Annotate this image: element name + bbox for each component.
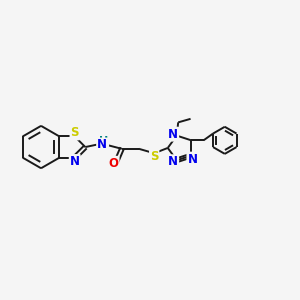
Text: O: O bbox=[109, 157, 118, 170]
Text: S: S bbox=[150, 150, 158, 163]
Text: N: N bbox=[188, 153, 197, 166]
Text: S: S bbox=[70, 126, 79, 140]
Text: N: N bbox=[168, 128, 178, 141]
Text: N: N bbox=[168, 155, 178, 168]
Text: H: H bbox=[99, 136, 108, 146]
Text: N: N bbox=[70, 155, 80, 168]
Text: N: N bbox=[97, 139, 107, 152]
